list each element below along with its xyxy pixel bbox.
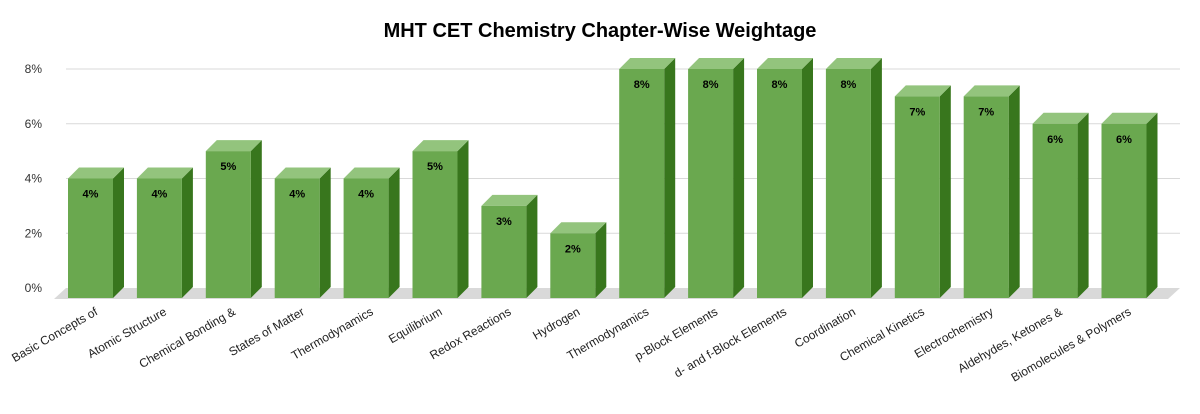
bar	[1101, 123, 1147, 298]
bar-top	[825, 58, 882, 69]
bar	[619, 69, 665, 298]
data-label: 5%	[220, 161, 236, 173]
bar-side	[113, 167, 124, 298]
bar-top	[68, 167, 124, 179]
data-label: 4%	[83, 189, 99, 201]
y-tick-label: 2%	[25, 226, 43, 240]
bar-top	[205, 140, 262, 152]
data-label: 8%	[772, 79, 788, 91]
x-tick-label: Coordination	[792, 304, 858, 350]
bar-side	[939, 85, 951, 298]
x-tick-label: Basic Concepts of	[9, 304, 100, 365]
bar-top	[412, 140, 469, 152]
chart-title: MHT CET Chemistry Chapter-Wise Weightage	[383, 20, 817, 42]
bar-side	[595, 222, 607, 298]
bar-top	[343, 167, 400, 179]
bar-top	[619, 58, 676, 69]
bar-side	[870, 58, 882, 298]
data-label: 7%	[978, 106, 994, 118]
bar-side	[526, 194, 538, 298]
bar	[963, 96, 1009, 298]
bar	[136, 178, 182, 298]
bar	[343, 178, 389, 298]
y-tick-label: 6%	[25, 117, 43, 131]
data-label: 8%	[840, 79, 856, 91]
bar-side	[1146, 112, 1158, 298]
bar-side	[1077, 112, 1089, 298]
x-tick-label: Hydrogen	[530, 304, 582, 342]
data-label: 4%	[358, 189, 374, 201]
y-tick-label: 8%	[25, 62, 43, 76]
bar-side	[388, 167, 400, 298]
y-tick-label: 4%	[25, 172, 43, 186]
bar-side	[733, 58, 745, 298]
x-tick-label: Biomolecules & Polymers	[1009, 304, 1134, 384]
bar-side	[457, 140, 469, 298]
bar	[757, 69, 802, 298]
data-label: 8%	[634, 79, 650, 91]
data-label: 7%	[909, 106, 925, 118]
data-label: 4%	[289, 189, 305, 201]
bar	[481, 205, 527, 298]
bar-top	[274, 167, 331, 179]
bar-side	[181, 167, 193, 298]
bar	[205, 151, 251, 298]
bar-side	[1008, 85, 1020, 298]
bar-top	[1101, 112, 1158, 124]
bar	[688, 69, 734, 298]
bar-top	[894, 85, 951, 97]
data-label: 3%	[496, 216, 512, 228]
bar-top	[688, 58, 745, 69]
bar	[550, 233, 596, 298]
bar-top	[550, 222, 607, 234]
bar-side	[802, 58, 813, 298]
bar	[68, 178, 113, 298]
x-tick-label: d- and f-Block Elements	[672, 304, 789, 380]
bar-top	[481, 194, 538, 206]
bar	[1032, 123, 1078, 298]
data-label: 4%	[151, 189, 167, 201]
data-label: 8%	[703, 79, 719, 91]
bar-side	[319, 167, 331, 298]
bar-top	[1032, 112, 1089, 124]
bar	[412, 151, 458, 298]
data-label: 6%	[1116, 134, 1132, 146]
bar	[825, 69, 871, 298]
bar-side	[250, 140, 262, 298]
y-tick-label: 0%	[25, 281, 43, 295]
bar-top	[757, 58, 813, 69]
bar-top	[136, 167, 193, 179]
x-tick-label: Equilibrium	[386, 304, 444, 346]
data-label: 5%	[427, 161, 443, 173]
bar-side	[664, 58, 676, 298]
data-label: 6%	[1047, 134, 1063, 146]
bar	[894, 96, 940, 298]
data-label: 2%	[565, 243, 581, 255]
bar	[274, 178, 320, 298]
bar-top	[963, 85, 1020, 97]
